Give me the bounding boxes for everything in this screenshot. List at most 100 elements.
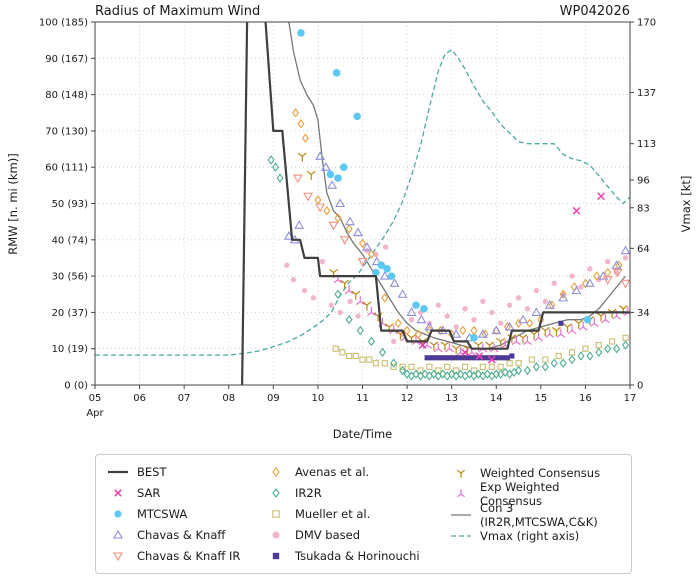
month-label: Apr: [86, 408, 104, 419]
legend-swatch-mueller-et-al-icon: [272, 510, 280, 518]
chart-title: Radius of Maximum Wind: [95, 4, 261, 19]
legend-label: Weighted Consensus: [480, 465, 601, 480]
series-weighted-consensus: [297, 152, 628, 355]
legend-item-dmv-based: DMV based: [264, 524, 449, 545]
legend-label: Avenas et al.: [295, 465, 370, 480]
svg-text:64: 64: [637, 244, 650, 255]
legend-item-best: BEST: [106, 462, 264, 483]
legend-item-chavas-knaff: Chavas & Knaff: [106, 524, 264, 545]
legend-swatch-chavas-knaff-ir-icon: [113, 552, 123, 561]
legend-label: Chavas & Knaff IR: [137, 548, 241, 563]
legend-column-1: BEST SAR MTCSWA Chavas & Knaff Chavas & Knaf…: [106, 462, 264, 566]
chart-legend: BEST SAR MTCSWA Chavas & Knaff Chavas & Knaf…: [95, 454, 632, 574]
series-mueller-et-al: [332, 334, 629, 374]
legend-swatch-ir2r-icon: [272, 488, 280, 499]
y-left-axis-label: RMW [n. mi (km)]: [6, 153, 20, 255]
storm-id: WP042026: [559, 4, 630, 19]
legend-item-tsukada-horinouchi: Tsukada & Horinouchi: [264, 545, 449, 566]
svg-text:09: 09: [267, 393, 280, 404]
svg-text:07: 07: [178, 393, 191, 404]
series-ir2r: [267, 155, 630, 381]
series-best: [241, 22, 630, 385]
svg-text:113: 113: [637, 139, 656, 150]
series-chavas-knaff: [283, 151, 630, 342]
svg-text:15: 15: [534, 393, 547, 404]
svg-text:10: 10: [312, 393, 325, 404]
tick-marks: [91, 21, 634, 389]
legend-item-mueller-et-al: Mueller et al.: [264, 504, 449, 525]
legend-swatch-dmv-based-icon: [272, 531, 280, 539]
svg-text:100 (185): 100 (185): [39, 18, 88, 29]
legend-swatch-best-icon: [108, 471, 128, 474]
legend-label: Vmax (right axis): [480, 529, 580, 544]
legend-item-sar: SAR: [106, 483, 264, 504]
legend-item-chavas-knaff-ir: Chavas & Knaff IR: [106, 545, 264, 566]
series-sar: [418, 192, 605, 364]
legend-swatch-weighted-consensus-icon: [457, 469, 465, 478]
svg-text:40 (74): 40 (74): [52, 235, 89, 246]
svg-text:10 (19): 10 (19): [52, 344, 89, 355]
legend-label: SAR: [137, 486, 161, 501]
legend-column-2: Avenas et al. IR2R Mueller et al. DMV based…: [264, 462, 449, 566]
legend-swatch-tsukada-horinouchi-icon: [272, 552, 280, 559]
legend-swatch-sar-icon: [114, 489, 122, 497]
svg-text:08: 08: [222, 393, 235, 404]
svg-text:50 (93): 50 (93): [52, 199, 89, 210]
svg-text:13: 13: [445, 393, 458, 404]
svg-text:60 (111): 60 (111): [45, 163, 88, 174]
legend-label: MTCSWA: [137, 506, 188, 521]
svg-text:80 (148): 80 (148): [45, 90, 88, 101]
legend-item-avenas-et-al: Avenas et al.: [264, 462, 449, 483]
series-mtcswa: [297, 29, 592, 342]
svg-text:170: 170: [637, 18, 656, 29]
legend-swatch-con-3-ir2r-mtcswa-c-k-icon: [451, 514, 471, 516]
svg-text:17: 17: [624, 393, 637, 404]
svg-text:06: 06: [133, 393, 146, 404]
svg-text:05: 05: [89, 393, 102, 404]
legend-label: Con 3 (IR2R,MTCSWA,C&K): [480, 500, 598, 529]
series-dmv-based: [284, 244, 629, 345]
svg-text:12: 12: [401, 393, 414, 404]
series-vmax-right-axis: [95, 49, 630, 356]
svg-text:137: 137: [637, 88, 656, 99]
legend-label: Tsukada & Horinouchi: [295, 548, 420, 563]
legend-item-ir2r: IR2R: [264, 483, 449, 504]
legend-label: BEST: [137, 465, 167, 480]
legend-swatch-mtcswa-icon: [114, 510, 122, 518]
svg-text:20 (37): 20 (37): [52, 308, 89, 319]
y-right-axis-label: Vmax [kt]: [679, 175, 693, 233]
legend-swatch-chavas-knaff-icon: [113, 529, 123, 539]
svg-text:90 (167): 90 (167): [45, 54, 88, 65]
svg-text:83: 83: [637, 203, 650, 214]
legend-label: Exp Weighted Consensus: [480, 479, 560, 508]
legend-label: DMV based: [295, 527, 361, 542]
legend-swatch-exp-weighted-consensus-icon: [457, 488, 465, 498]
rmw-chart-plot: 05 06 07 08 09 10 11 12 13 14 15 16 17 0 (0) 10 (19) 20…: [39, 18, 656, 405]
x-axis-label: Date/Time: [332, 427, 393, 441]
series-con-3-ir2r-mtcswa-c-k: [288, 22, 627, 350]
series-chavas-knaff-ir: [292, 174, 630, 289]
legend-item-con-3-ir2r-mtcswa-c-k: Con 3 (IR2R,MTCSWA,C&K): [449, 501, 621, 529]
legend-item-exp-weighted-consensus: Exp Weighted Consensus: [449, 480, 621, 508]
legend-item-vmax-right-axis: Vmax (right axis): [449, 526, 621, 547]
legend-label: IR2R: [295, 486, 322, 501]
svg-text:30 (56): 30 (56): [52, 272, 89, 283]
legend-swatch-avenas-et-al-icon: [272, 467, 280, 478]
legend-item-weighted-consensus: Weighted Consensus: [449, 462, 621, 483]
svg-text:34: 34: [637, 308, 650, 319]
plot-series: [95, 22, 630, 385]
legend-label: Chavas & Knaff: [137, 527, 226, 542]
svg-text:14: 14: [490, 393, 503, 404]
svg-text:70 (130): 70 (130): [45, 126, 88, 137]
svg-text:16: 16: [579, 393, 592, 404]
tick-labels: 05 06 07 08 09 10 11 12 13 14 15 16 17 0 (0) 10 (19) 20…: [39, 18, 656, 405]
legend-column-3: Weighted Consensus Exp Weighted Consensus…: [449, 462, 621, 566]
svg-text:0: 0: [637, 381, 643, 392]
svg-text:96: 96: [637, 176, 650, 187]
svg-text:0 (0): 0 (0): [64, 381, 88, 392]
legend-label: Mueller et al.: [295, 506, 371, 521]
svg-text:11: 11: [356, 393, 369, 404]
legend-swatch-vmax-right-axis-icon: [451, 535, 471, 537]
legend-item-mtcswa: MTCSWA: [106, 504, 264, 525]
